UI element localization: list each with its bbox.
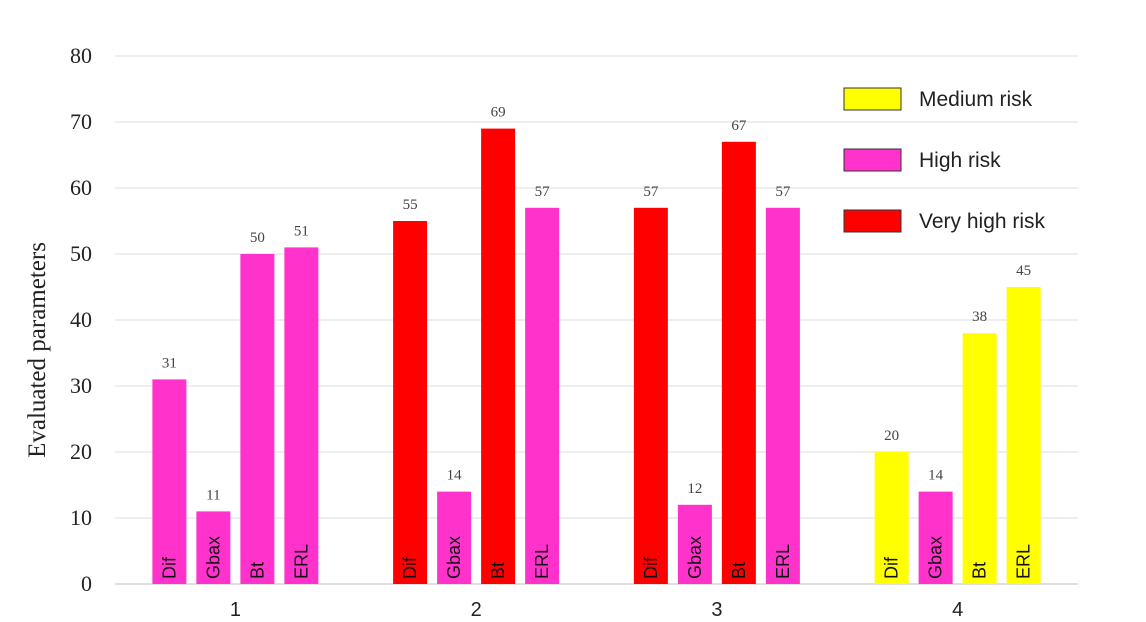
bar-param-label: ERL [773,544,793,579]
x-tick-label: 1 [230,599,241,621]
y-tick-label: 0 [81,571,92,596]
y-tick-label: 80 [70,43,92,68]
x-tick-label: 2 [471,599,482,621]
data-label: 57 [535,184,551,200]
bar-param-label: Bt [970,562,990,579]
bar-param-label: Bt [488,562,508,579]
data-label: 50 [250,230,265,246]
bar-4-bt [962,333,997,584]
bar-2-gbax [437,491,472,584]
y-tick-label: 40 [70,307,92,332]
bar-param-label: Gbax [203,536,223,579]
bar-param-label: ERL [291,544,311,579]
bars: 31 Dif 11 Gbax 50 Bt 51 ERL 55 Dif 14 Gbax 69 Bt 57 ERL… [152,105,1041,585]
data-label: 31 [162,355,177,371]
y-tick-label: 60 [70,175,92,200]
legend-label-high: High risk [919,149,1001,172]
legend-label-medium: Medium risk [919,88,1033,111]
y-axis-label: Evaluated parameters [24,242,51,458]
x-tick-label: 4 [952,599,963,621]
data-label: 57 [775,184,791,200]
bar-param-label: Gbax [444,536,464,579]
y-tick-label: 30 [70,373,92,398]
data-label: 45 [1016,263,1031,279]
bar-3-erl [765,207,800,585]
bar-3-bt [721,141,756,585]
bar-1-erl [284,247,319,584]
y-tick-label: 70 [70,109,92,134]
bar-1-gbax [196,511,231,584]
legend-swatch-very-high [843,209,902,233]
gridlines [115,55,1078,585]
bar-2-erl [525,207,560,585]
bar-4-erl [1006,287,1041,584]
y-axis-ticks: 0 10 20 30 40 50 60 70 80 [70,43,92,596]
bar-param-label: ERL [1014,544,1034,579]
bar-1-bt [240,254,275,584]
x-tick-label: 3 [711,599,722,621]
data-label: 14 [928,468,944,484]
bar-param-label: Gbax [685,536,705,579]
bar-3-dif [633,207,668,585]
bar-param-label: Dif [882,556,902,579]
legend-swatch-medium [843,87,902,111]
data-label: 57 [643,184,659,200]
bar-4-dif [874,452,909,584]
data-label: 38 [972,309,987,325]
data-label: 11 [206,487,220,503]
bar-param-label: Dif [400,556,420,579]
bar-param-label: Dif [159,556,179,579]
bar-1-dif [152,379,187,584]
data-label: 14 [447,468,463,484]
data-label: 69 [491,105,506,121]
bar-param-label: Gbax [926,536,946,579]
bar-param-label: Bt [729,562,749,579]
y-tick-label: 20 [70,439,92,464]
bar-param-label: Dif [641,556,661,579]
y-tick-label: 10 [70,505,92,530]
bar-param-label: Bt [247,562,267,579]
data-label: 20 [884,428,899,444]
bar-4-gbax [918,491,953,584]
y-tick-label: 50 [70,241,92,266]
legend-swatch-high [843,148,902,172]
data-label: 51 [294,223,309,239]
legend-label-very-high: Very high risk [919,210,1046,233]
legend: Medium risk High risk Very high risk [843,87,1046,233]
data-label: 67 [731,118,747,134]
x-axis-ticks: 1 2 3 4 [230,599,963,621]
bar-2-bt [481,128,516,584]
data-label: 55 [403,197,418,213]
bar-2-dif [393,221,428,584]
data-label: 12 [687,481,702,497]
bar-3-gbax [677,504,712,584]
bar-param-label: ERL [532,544,552,579]
